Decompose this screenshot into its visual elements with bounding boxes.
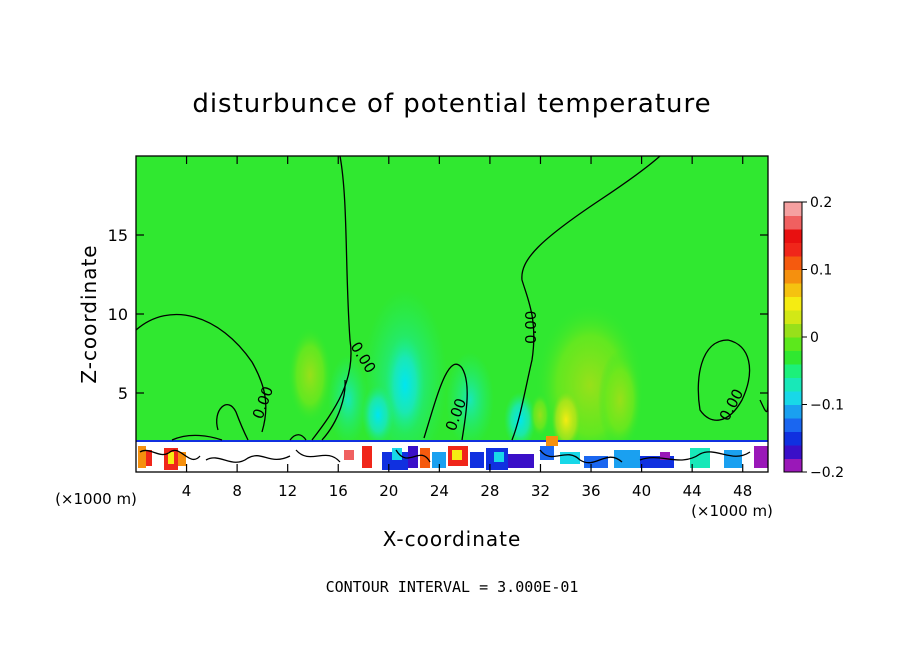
colorbar-swatch bbox=[784, 256, 802, 270]
x-tick-label: 40 bbox=[632, 482, 651, 500]
colorbar-swatch bbox=[784, 283, 802, 297]
x-tick-label: 48 bbox=[733, 482, 752, 500]
colorbar-tick-label: −0.2 bbox=[810, 465, 844, 481]
x-axis: 4 8 12 16 20 24 28 32 36 40 44 48 bbox=[182, 156, 752, 500]
colorbar-swatch bbox=[784, 404, 802, 419]
x-tick-label: 36 bbox=[581, 482, 600, 500]
field-blob bbox=[385, 335, 425, 435]
x-unit-right: (×1000 m) bbox=[691, 502, 773, 520]
contour-lines bbox=[136, 156, 768, 464]
x-tick-label: 44 bbox=[683, 482, 702, 500]
colorbar-swatch bbox=[784, 445, 802, 459]
x-tick-label: 8 bbox=[232, 482, 242, 500]
x-tick-label: 16 bbox=[329, 482, 348, 500]
field-blob bbox=[328, 355, 368, 445]
contour-interval-note: CONTOUR INTERVAL = 3.000E-01 bbox=[326, 578, 579, 596]
colorbar-swatch bbox=[784, 229, 802, 243]
field-blob bbox=[530, 393, 550, 437]
x-tick-label: 20 bbox=[379, 482, 398, 500]
field-blob bbox=[552, 392, 580, 448]
colorbar-tick-label: 0.1 bbox=[810, 263, 832, 279]
colorbar-swatch bbox=[784, 215, 802, 230]
colorbar-swatch bbox=[784, 458, 802, 473]
y-axis: 5 10 15 bbox=[108, 226, 768, 403]
colorbar-swatch bbox=[784, 323, 802, 338]
plot-area: 0.00 0.00 0.00 0.00 0.00 bbox=[136, 156, 768, 472]
field-blob bbox=[362, 385, 394, 445]
colorbar-swatch bbox=[784, 202, 802, 216]
x-unit-left: (×1000 m) bbox=[55, 490, 137, 508]
colorbar-swatch bbox=[784, 242, 802, 257]
x-tick-label: 24 bbox=[430, 482, 449, 500]
colorbar-swatch bbox=[784, 337, 802, 351]
contour-label: 0.00 bbox=[522, 311, 540, 344]
x-tick-label: 32 bbox=[531, 482, 550, 500]
x-axis-label: X-coordinate bbox=[383, 527, 522, 551]
colorbar-swatch bbox=[784, 364, 802, 378]
y-axis-label: Z-coordinate bbox=[77, 244, 101, 383]
colorbar-swatch bbox=[784, 418, 802, 432]
colorbar-swatch bbox=[784, 350, 802, 365]
y-tick-label: 5 bbox=[118, 384, 128, 403]
x-tick-label: 4 bbox=[182, 482, 192, 500]
y-tick-label: 15 bbox=[108, 226, 128, 245]
colorbar-swatch bbox=[784, 391, 802, 405]
colorbar-swatch bbox=[784, 377, 802, 392]
colorbar-swatch bbox=[784, 431, 802, 446]
colorbar-tick-label: −0.1 bbox=[810, 398, 844, 414]
x-tick-label: 28 bbox=[480, 482, 499, 500]
field-blob bbox=[446, 352, 494, 448]
colorbar-swatch bbox=[784, 269, 802, 284]
colorbar bbox=[784, 202, 802, 473]
colorbar-ticks: 0.2 0.1 0 −0.1 −0.2 bbox=[802, 195, 844, 481]
field-blob bbox=[598, 350, 642, 450]
colorbar-swatch bbox=[784, 296, 802, 311]
colorbar-swatch bbox=[784, 310, 802, 324]
colorbar-tick-label: 0 bbox=[810, 330, 819, 346]
field-blob bbox=[288, 327, 332, 423]
x-tick-label: 12 bbox=[278, 482, 297, 500]
colorbar-tick-label: 0.2 bbox=[810, 195, 832, 211]
field-blob bbox=[504, 392, 536, 448]
y-tick-label: 10 bbox=[108, 305, 128, 324]
chart-title: disturbunce of potential temperature bbox=[192, 89, 711, 119]
